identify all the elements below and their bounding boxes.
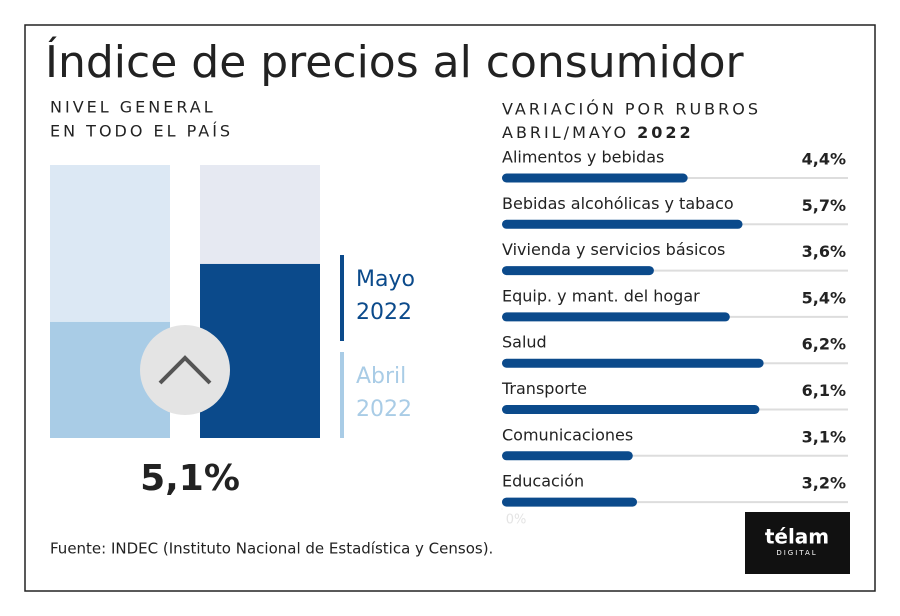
value-label: 6,2%	[802, 335, 846, 354]
logo: télam	[765, 525, 829, 549]
bar	[502, 497, 638, 507]
legend-line	[340, 352, 344, 438]
category-label: Comunicaciones	[502, 425, 633, 444]
x-tick-label: 0%	[506, 513, 527, 528]
value-label: 5,4%	[802, 288, 846, 307]
subtitle: NIVEL GENERAL	[50, 98, 216, 117]
bar	[502, 405, 760, 414]
logo-tagline: DIGITAL	[776, 549, 817, 557]
category-label: Transporte	[501, 379, 587, 398]
category-label: Alimentos y bebidas	[502, 148, 664, 167]
bar	[502, 358, 764, 368]
legend-line	[340, 255, 344, 341]
subtitle: VARIACIÓN POR RUBROS	[502, 100, 761, 119]
subtitle-line: ABRIL/MAYO 2022	[502, 123, 694, 142]
value-label: 5,1%	[140, 458, 240, 499]
value-label: 3,6%	[802, 242, 846, 261]
bar	[502, 451, 633, 461]
bar	[502, 219, 743, 229]
value-label: 5,7%	[802, 196, 846, 215]
source: Fuente: INDEC (Instituto Nacional de Est…	[50, 540, 493, 558]
subtitle: EN TODO EL PAÍS	[50, 122, 233, 141]
bar	[502, 173, 688, 183]
value-label: 3,2%	[802, 474, 846, 493]
subtitle: ABRIL/MAYO	[502, 123, 629, 142]
subtitle-year: 2022	[637, 123, 694, 142]
bar	[502, 312, 730, 322]
chevron	[158, 355, 212, 385]
bar	[502, 266, 654, 276]
logo-box	[745, 512, 850, 574]
category-label: Equip. y mant. del hogar	[502, 286, 700, 305]
value-label: 6,1%	[802, 381, 846, 400]
legend-label: Abril 2022	[356, 364, 412, 422]
value-label: 4,4%	[802, 150, 846, 169]
category-label: Bebidas alcohólicas y tabaco	[502, 194, 734, 213]
title: Índice de precios al consumidor	[45, 35, 745, 88]
chevron-circle	[140, 325, 230, 415]
legend-label: Mayo 2022	[356, 267, 415, 325]
category-label: Salud	[502, 333, 547, 352]
category-label: Educación	[502, 472, 584, 491]
value-label: 3,1%	[802, 427, 846, 446]
category-label: Vivienda y servicios básicos	[502, 240, 725, 259]
